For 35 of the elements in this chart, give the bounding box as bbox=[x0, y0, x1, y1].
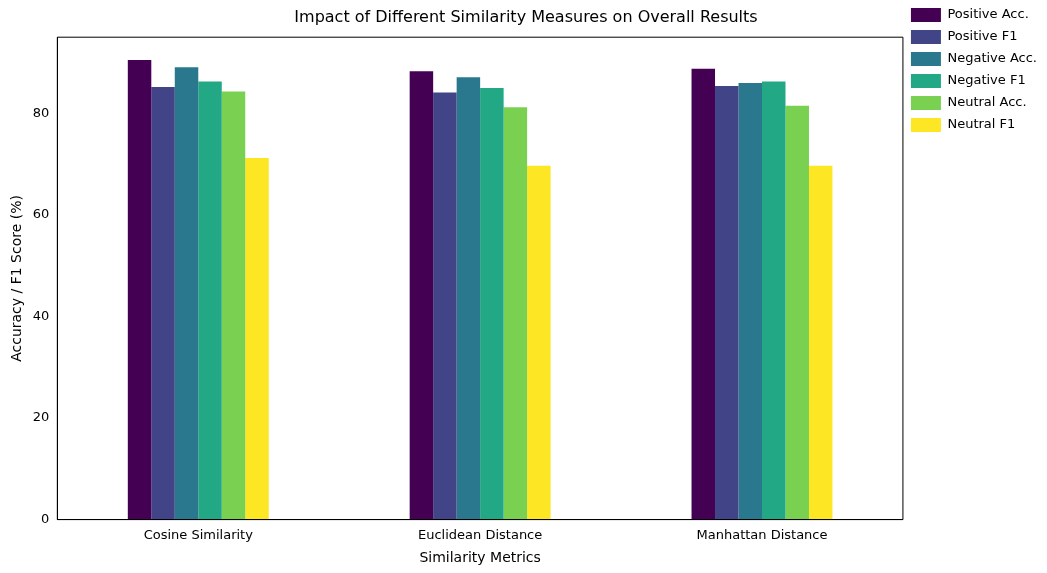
x-tick-label: Euclidean Distance bbox=[418, 526, 543, 542]
bar bbox=[527, 165, 551, 520]
bar bbox=[221, 91, 246, 520]
legend-label: Negative Acc. bbox=[947, 50, 1038, 66]
bar bbox=[456, 77, 481, 520]
bar bbox=[198, 81, 222, 520]
y-tick-label: 0 bbox=[41, 510, 50, 526]
bar bbox=[151, 86, 175, 520]
bar bbox=[715, 85, 739, 520]
y-tick-label: 80 bbox=[32, 104, 50, 120]
bar bbox=[691, 68, 716, 520]
bar bbox=[738, 82, 762, 520]
legend-label: Neutral F1 bbox=[947, 116, 1016, 132]
bar bbox=[762, 81, 786, 520]
legend-label: Negative F1 bbox=[947, 72, 1026, 88]
x-tick-label: Cosine Similarity bbox=[143, 526, 254, 542]
chart-title: Impact of Different Similarity Measures on Overall Results bbox=[294, 6, 758, 26]
y-tick-label: 20 bbox=[32, 409, 50, 425]
x-tick-label: Manhattan Distance bbox=[696, 526, 828, 542]
bar bbox=[245, 158, 269, 520]
bar bbox=[127, 60, 152, 520]
bar bbox=[409, 71, 434, 520]
bar bbox=[785, 105, 809, 520]
bar bbox=[808, 165, 833, 520]
legend-label: Positive Acc. bbox=[947, 6, 1029, 22]
bar bbox=[503, 107, 528, 520]
y-axis-title: Accuracy / F1 Score (%) bbox=[8, 194, 25, 362]
y-tick-label: 40 bbox=[32, 307, 50, 323]
legend-label: Neutral Acc. bbox=[947, 94, 1027, 110]
legend-label: Positive F1 bbox=[947, 28, 1018, 44]
bar bbox=[174, 67, 199, 520]
y-tick-label: 60 bbox=[32, 206, 50, 222]
bar bbox=[433, 92, 457, 520]
bar bbox=[480, 87, 504, 520]
x-axis-title: Similarity Metrics bbox=[419, 549, 541, 566]
